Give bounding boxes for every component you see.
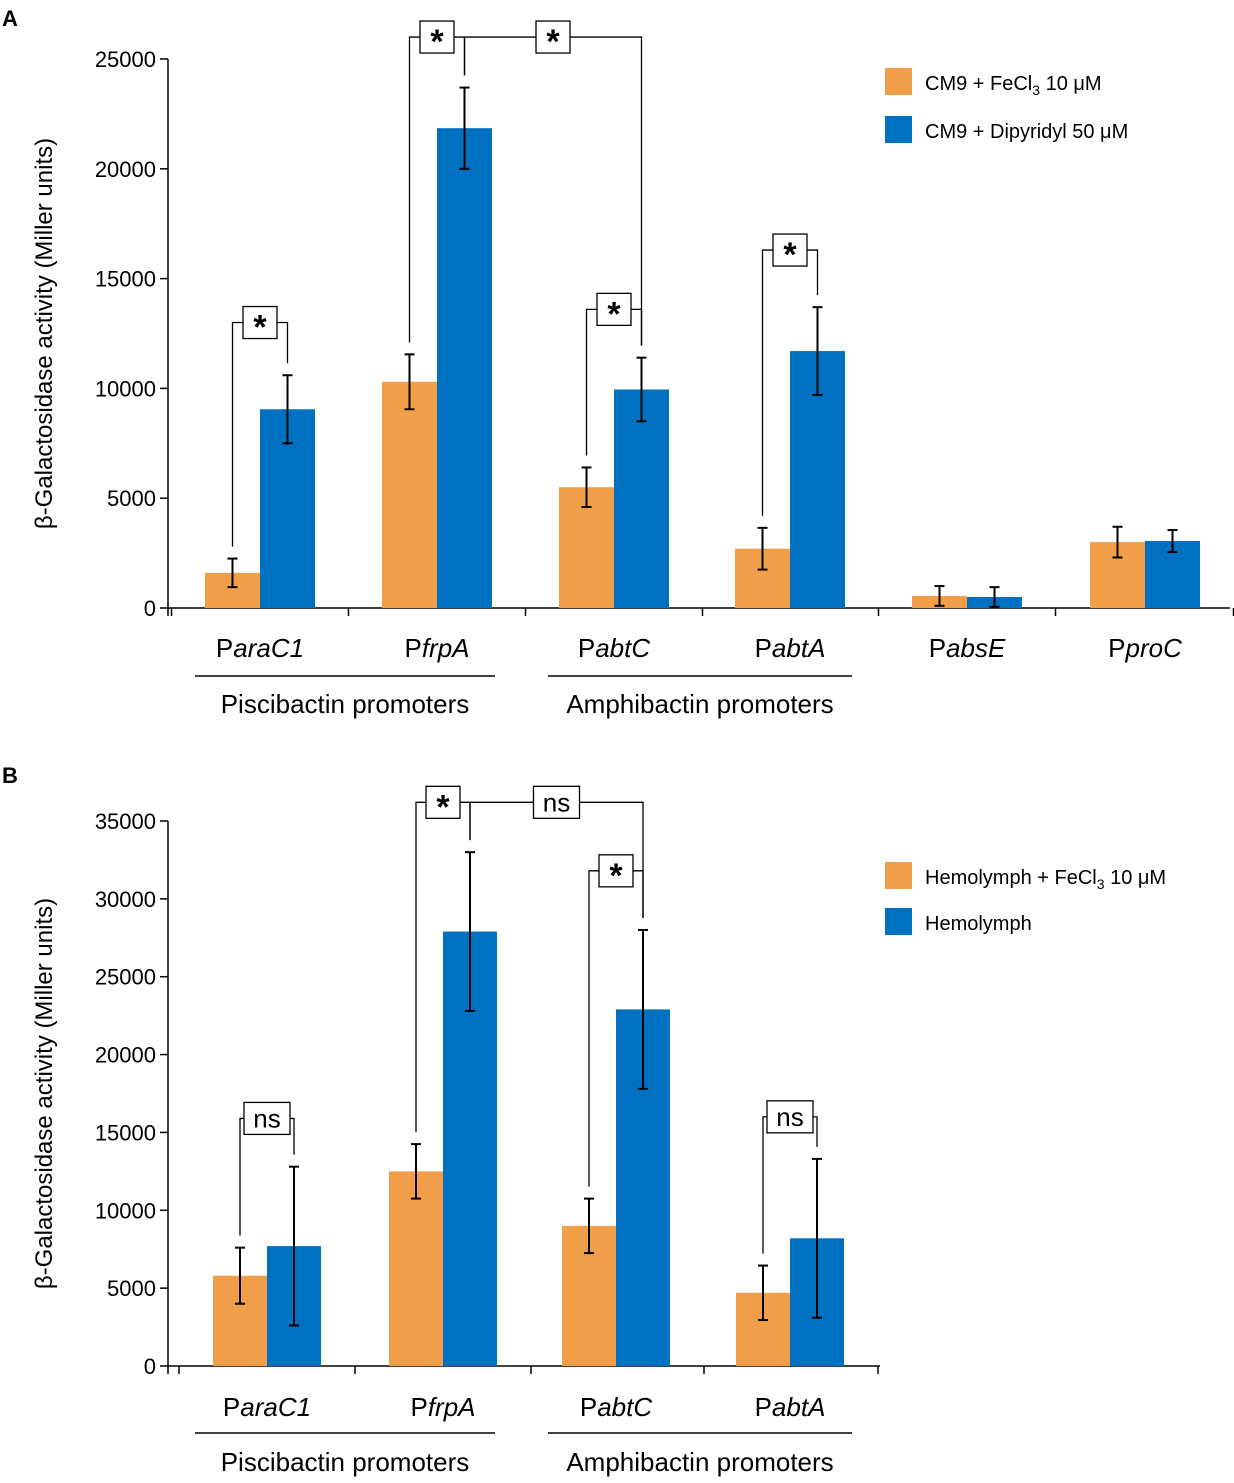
legend-text: CM9 + Dipyridyl 50 μM: [925, 121, 1128, 143]
significance-label: *: [607, 295, 621, 333]
y-tick-label: 35000: [95, 809, 156, 834]
significance-box: [243, 1101, 291, 1136]
legend-label: CM9 + FeCl3 10 μM: [925, 73, 1102, 98]
group-label: Piscibactin promoters: [221, 689, 470, 719]
y-tick-label: 15000: [95, 267, 156, 292]
y-tick-label: 5000: [107, 1276, 156, 1301]
significance-box: [598, 854, 634, 888]
significance-box: [535, 20, 571, 54]
legend-swatch: [885, 68, 912, 95]
bar: [437, 128, 492, 608]
significance-label: *: [430, 23, 444, 61]
category-name: abtC: [595, 633, 650, 663]
category-name: araC1: [240, 1392, 311, 1422]
significance-box: [425, 785, 461, 819]
category-prefix: P: [1108, 633, 1125, 663]
significance-label: *: [783, 236, 797, 274]
legend-swatch: [885, 862, 912, 889]
category-prefix: P: [223, 1392, 240, 1422]
significance-label: *: [436, 788, 450, 826]
legend-text-tail: 10 μM: [1105, 867, 1167, 889]
y-tick-label: 20000: [95, 1043, 156, 1068]
category-prefix: P: [755, 1392, 772, 1422]
y-tick-label: 5000: [107, 486, 156, 511]
group-label: Amphibactin promoters: [566, 1447, 833, 1477]
category-label: PabtC: [578, 633, 650, 663]
bar: [382, 381, 437, 608]
significance-label: ns: [253, 1103, 280, 1133]
y-tick-label: 15000: [95, 1120, 156, 1145]
category-prefix: P: [580, 1392, 597, 1422]
significance-label: ns: [543, 787, 570, 817]
significance-box: [596, 292, 632, 326]
category-name: araC1: [233, 633, 304, 663]
category-label: ParaC1: [216, 633, 304, 663]
y-tick-label: 30000: [95, 887, 156, 912]
legend-text: CM9 + FeCl: [925, 73, 1032, 95]
category-name: abtA: [772, 1392, 826, 1422]
significance-box: [419, 20, 455, 54]
y-axis-label: β-Galactosidase activity (Miller units): [31, 898, 58, 1289]
category-name: frpA: [422, 633, 470, 663]
y-tick-label: 25000: [95, 965, 156, 990]
legend-label: Hemolymph + FeCl3 10 μM: [925, 867, 1166, 892]
category-name: abtA: [772, 633, 826, 663]
significance-label: *: [609, 857, 623, 895]
significance-bracket: [762, 1116, 818, 1254]
category-label: PabsE: [929, 633, 1006, 663]
category-label: PproC: [1108, 633, 1182, 663]
category-label: PabtA: [755, 633, 826, 663]
legend-label: CM9 + Dipyridyl 50 μM: [925, 121, 1128, 143]
legend-text: Hemolymph + FeCl: [925, 867, 1097, 889]
significance-box: [766, 1100, 814, 1134]
category-prefix: P: [404, 633, 421, 663]
category-prefix: P: [578, 633, 595, 663]
y-tick-label: 10000: [95, 1198, 156, 1223]
significance-label: *: [546, 23, 560, 61]
legend-text-tail: 10 μM: [1040, 73, 1102, 95]
category-name: abtC: [597, 1392, 652, 1422]
legend-subscript: 3: [1032, 82, 1040, 98]
panel-label: A: [2, 6, 18, 31]
chart-panel-B: Bβ-Galactosidase activity (Miller units)…: [2, 763, 1166, 1477]
category-prefix: P: [216, 633, 233, 663]
group-label: Piscibactin promoters: [221, 1447, 470, 1477]
legend-text: Hemolymph: [925, 913, 1032, 935]
y-tick-label: 10000: [95, 376, 156, 401]
significance-label: *: [253, 309, 267, 347]
category-label: PabtA: [755, 1392, 826, 1422]
y-tick-label: 0: [144, 596, 156, 621]
y-tick-label: 20000: [95, 157, 156, 182]
bar: [389, 1171, 443, 1366]
legend-swatch: [885, 116, 912, 143]
category-label: PfrpA: [410, 1392, 475, 1422]
panel-label: B: [2, 763, 18, 788]
category-label: ParaC1: [223, 1392, 311, 1422]
group-label: Amphibactin promoters: [566, 689, 833, 719]
category-name: absE: [946, 633, 1006, 663]
chart-panel-A: Aβ-Galactosidase activity (Miller units)…: [2, 6, 1234, 719]
category-label: PabtC: [580, 1392, 652, 1422]
category-prefix: P: [410, 1392, 427, 1422]
y-tick-label: 0: [144, 1354, 156, 1379]
category-label: PfrpA: [404, 633, 469, 663]
y-axis-label: β-Galactosidase activity (Miller units): [31, 138, 58, 529]
category-name: proC: [1124, 633, 1182, 663]
significance-box: [772, 233, 808, 267]
legend-subscript: 3: [1097, 876, 1105, 892]
y-tick-label: 25000: [95, 47, 156, 72]
significance-box: [532, 785, 581, 819]
bar: [614, 389, 669, 608]
legend-label: Hemolymph: [925, 913, 1032, 935]
significance-bracket: [239, 1117, 295, 1236]
significance-label: ns: [776, 1102, 803, 1132]
legend-swatch: [885, 908, 912, 935]
significance-box: [242, 305, 278, 340]
category-prefix: P: [755, 633, 772, 663]
category-name: frpA: [428, 1392, 476, 1422]
category-prefix: P: [929, 633, 946, 663]
